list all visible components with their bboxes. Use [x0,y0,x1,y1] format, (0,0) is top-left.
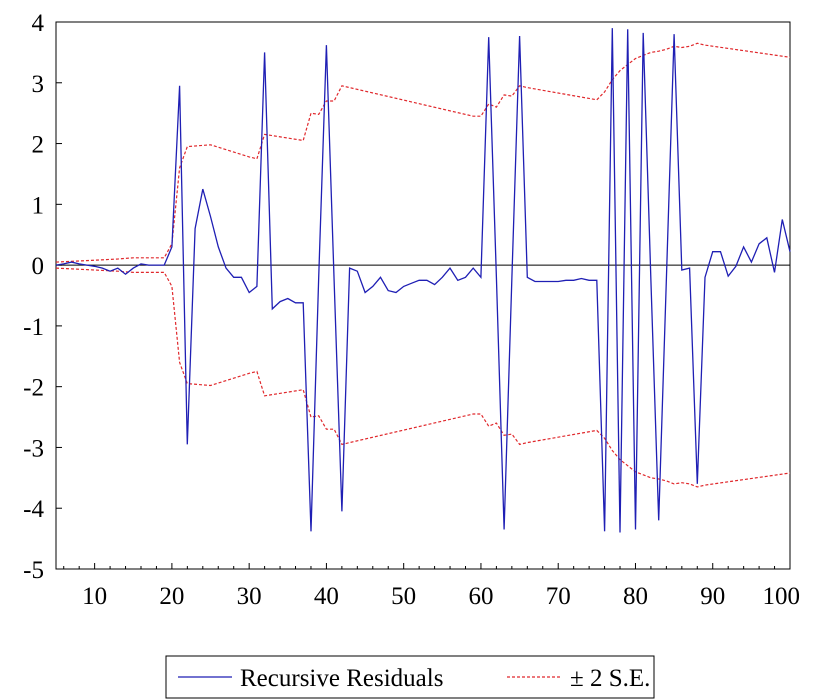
legend: Recursive Residuals ± 2 S.E. [165,655,655,699]
y-tick-label: 4 [32,10,45,37]
y-tick-label: -2 [23,375,44,402]
legend-label-residuals: Recursive Residuals [240,665,443,692]
x-tick-label: 80 [623,583,648,610]
y-tick-label: 3 [32,71,45,98]
x-tick-label: 10 [82,583,107,610]
x-tick-label: 90 [700,583,725,610]
y-axis: 4 3 2 1 0 -1 -2 -3 -4 -5 [23,10,62,584]
residuals-line [55,28,791,533]
series-layer [55,28,791,533]
x-tick-label: 50 [391,583,416,610]
x-tick-label: 40 [314,583,339,610]
se-upper-line [55,42,791,263]
plot-area [55,21,791,570]
y-tick-label: -1 [23,314,44,341]
y-tick-label: 1 [32,192,45,219]
x-axis: 10 20 30 40 50 60 70 80 90 100 [63,563,801,610]
plot-frame [55,21,791,570]
y-tick-label: 0 [32,253,45,280]
x-tick-label: 60 [468,583,493,610]
y-tick-label: -5 [23,557,44,584]
y-tick-label: -3 [23,435,44,462]
x-tick-label: 20 [159,583,184,610]
legend-label-se: ± 2 S.E. [570,665,650,692]
legend-box [165,655,655,699]
x-tick-label: 30 [237,583,262,610]
y-tick-label: -4 [23,496,44,523]
se-lower-line [55,267,791,488]
x-tick-label: 70 [546,583,571,610]
x-tick-label: 100 [763,583,801,610]
y-tick-label: 2 [32,132,45,159]
